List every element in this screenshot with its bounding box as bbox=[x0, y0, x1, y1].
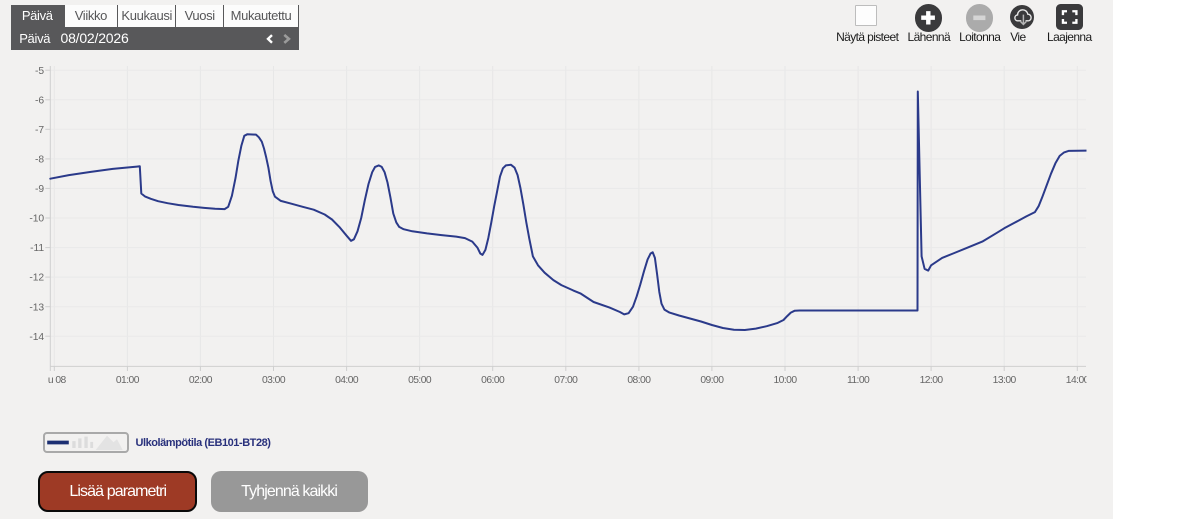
svg-text:-6: -6 bbox=[35, 95, 44, 106]
svg-text:u 08: u 08 bbox=[48, 375, 67, 386]
svg-text:06:00: 06:00 bbox=[481, 375, 505, 386]
svg-text:05:00: 05:00 bbox=[408, 375, 432, 386]
svg-text:08:00: 08:00 bbox=[627, 375, 651, 386]
svg-text:-14: -14 bbox=[29, 332, 44, 343]
svg-text:12:00: 12:00 bbox=[920, 375, 944, 386]
svg-text:-8: -8 bbox=[35, 155, 44, 166]
svg-text:13:00: 13:00 bbox=[993, 375, 1017, 386]
svg-text:09:00: 09:00 bbox=[700, 375, 724, 386]
svg-text:14:00: 14:00 bbox=[1066, 375, 1090, 386]
svg-text:-9: -9 bbox=[35, 184, 44, 195]
svg-text:07:00: 07:00 bbox=[554, 375, 578, 386]
svg-text:-11: -11 bbox=[30, 243, 44, 254]
svg-text:-13: -13 bbox=[29, 302, 44, 313]
svg-text:-12: -12 bbox=[29, 273, 44, 284]
svg-text:-10: -10 bbox=[29, 214, 44, 225]
svg-text:10:00: 10:00 bbox=[773, 375, 797, 386]
svg-text:03:00: 03:00 bbox=[262, 375, 286, 386]
svg-text:-7: -7 bbox=[35, 125, 44, 136]
svg-text:02:00: 02:00 bbox=[189, 375, 213, 386]
svg-text:04:00: 04:00 bbox=[335, 375, 359, 386]
svg-text:11:00: 11:00 bbox=[847, 375, 870, 386]
svg-text:-5: -5 bbox=[35, 66, 44, 77]
svg-text:01:00: 01:00 bbox=[116, 375, 140, 386]
